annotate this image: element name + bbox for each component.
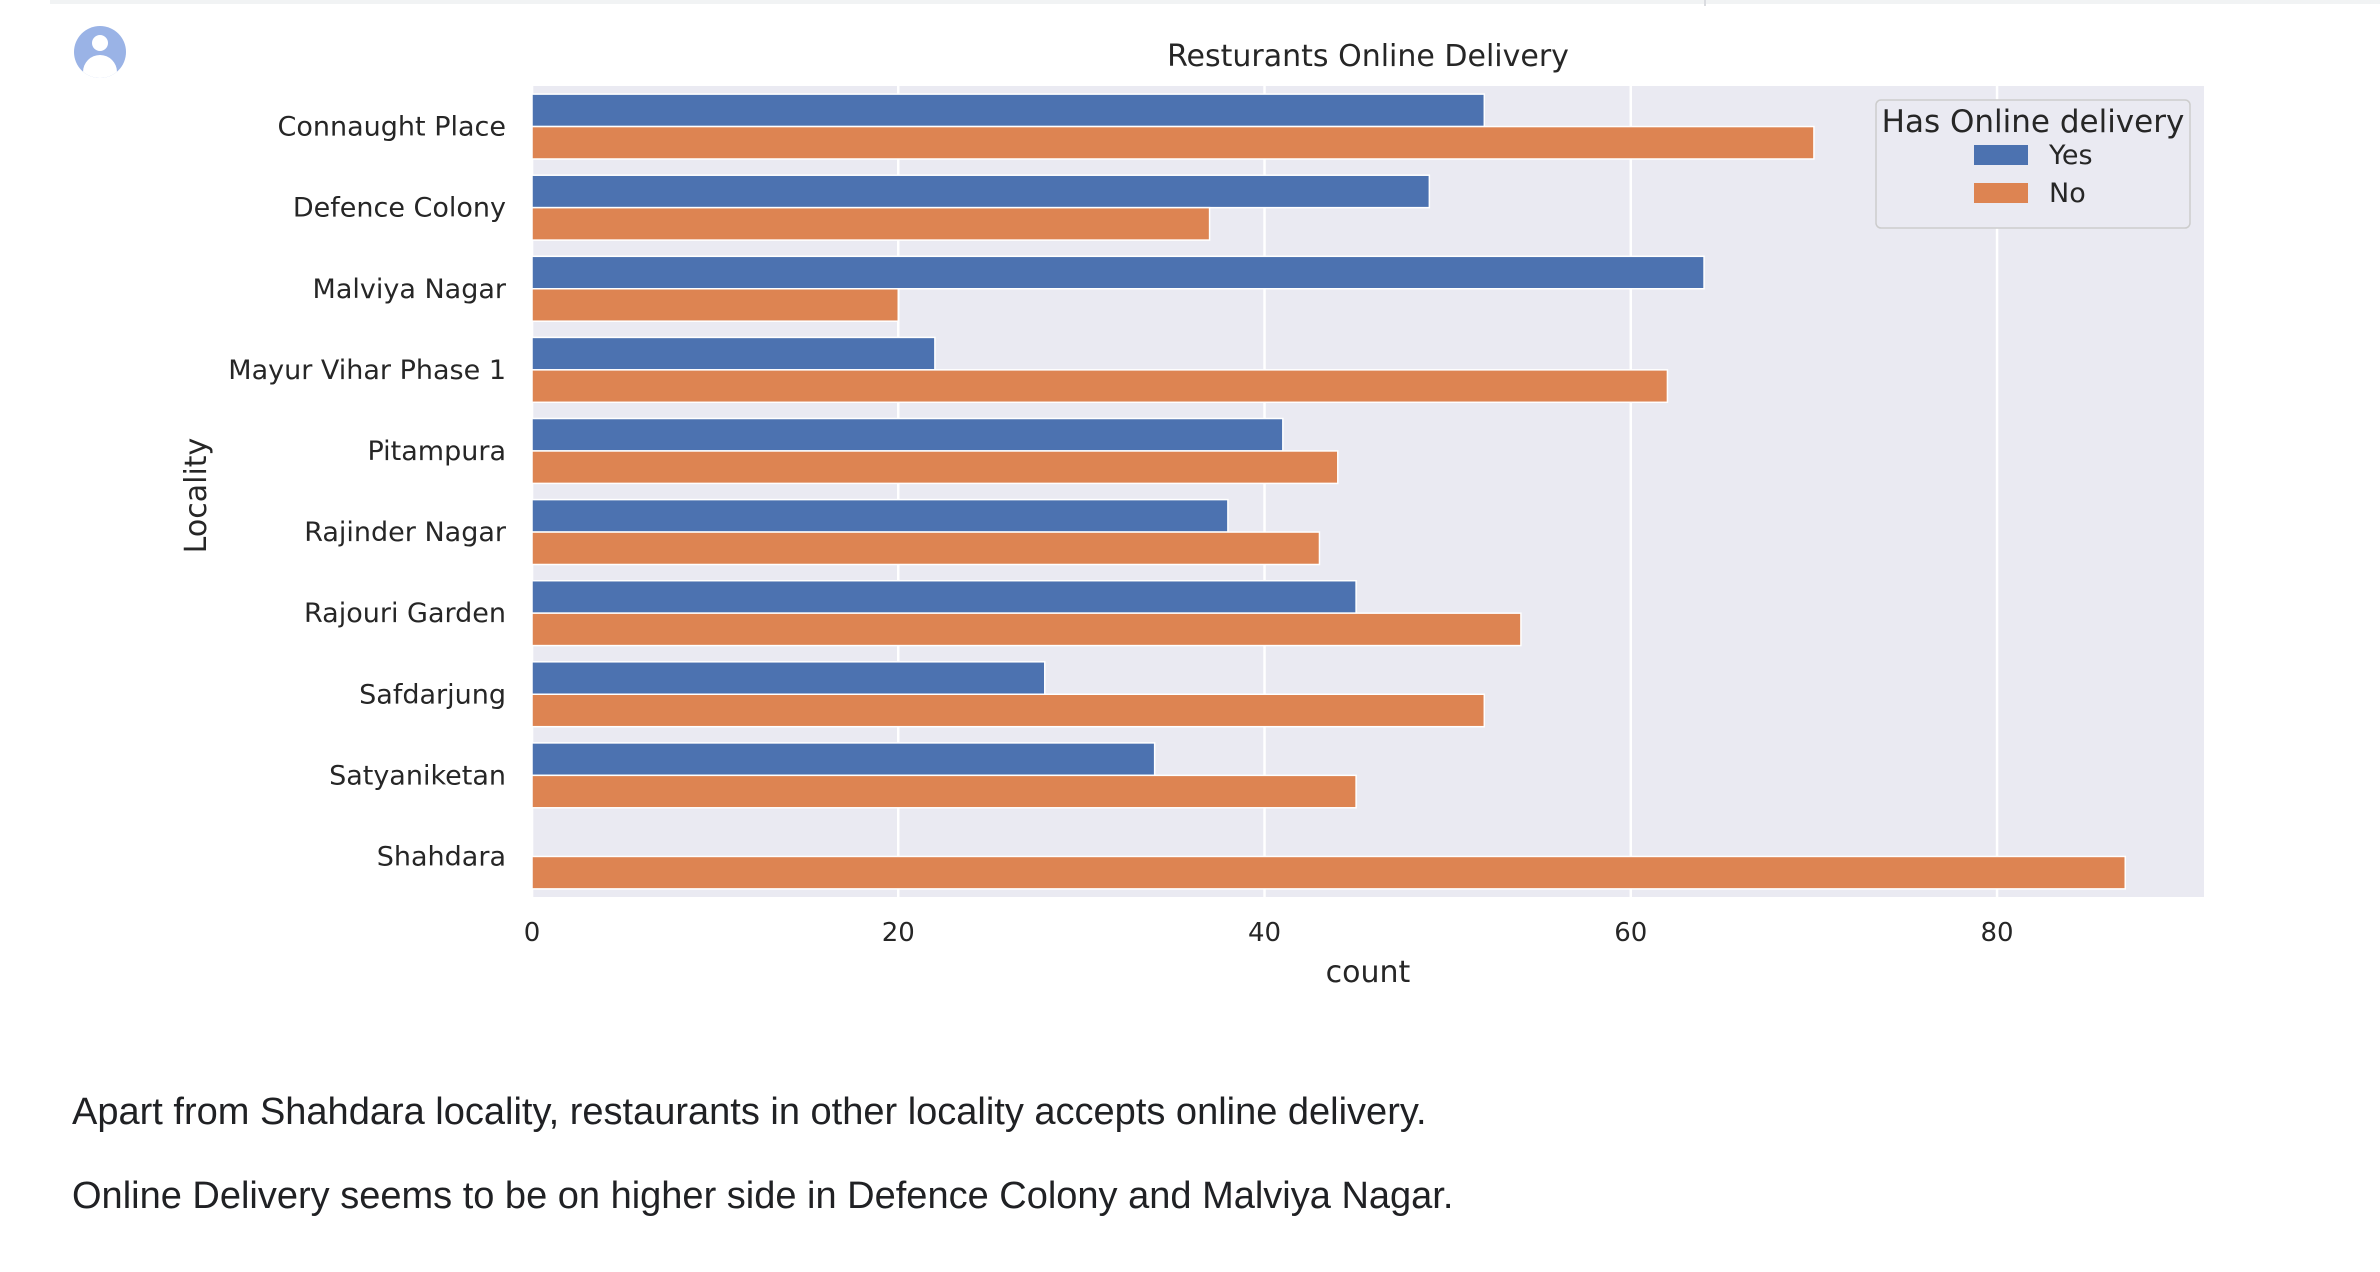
bar xyxy=(531,855,2127,890)
bar xyxy=(531,417,1284,452)
legend-items: Yes No xyxy=(1974,140,2093,209)
y-tick-label: Pitampura xyxy=(367,436,506,467)
legend: Has Online delivery Yes No xyxy=(1875,99,2191,229)
bar xyxy=(531,774,1357,809)
bar xyxy=(531,93,1486,128)
bar xyxy=(531,336,936,371)
y-tick-label: Malviya Nagar xyxy=(313,274,507,305)
y-tick-label: Satyaniketan xyxy=(329,760,506,791)
y-tick-label: Safdarjung xyxy=(359,679,506,710)
legend-title: Has Online delivery xyxy=(1882,104,2185,140)
bar xyxy=(531,579,1357,614)
bar xyxy=(531,498,1229,533)
x-axis-label: count xyxy=(1326,955,1411,990)
x-tick-label: 40 xyxy=(1248,918,1281,948)
x-tick-label: 0 xyxy=(524,918,541,948)
y-tick-label: Rajinder Nagar xyxy=(304,517,507,548)
x-tick-label: 80 xyxy=(1981,918,2014,948)
account-circle-icon[interactable] xyxy=(74,26,126,78)
y-tick-label: Defence Colony xyxy=(293,193,506,224)
avatar-body-shape xyxy=(83,55,117,78)
bar xyxy=(531,661,1046,695)
note-paragraph-1: Apart from Shahdara locality, restaurant… xyxy=(72,1091,1427,1133)
y-tick-label: Connaught Place xyxy=(278,112,506,143)
bar xyxy=(531,531,1321,566)
bar xyxy=(531,174,1431,209)
legend-swatch xyxy=(1974,183,2028,203)
y-tick-label: Rajouri Garden xyxy=(304,598,506,629)
legend-swatch xyxy=(1974,145,2028,165)
x-tick-label: 20 xyxy=(882,918,915,948)
bar xyxy=(531,206,1211,241)
delivery-bar-chart: Connaught Place Defence Colony Malviya Nag… xyxy=(179,39,2204,990)
chart-title: Resturants Online Delivery xyxy=(1167,39,1569,74)
y-tick-labels: Connaught Place Defence Colony Malviya Nag… xyxy=(228,112,507,873)
x-tick-label: 60 xyxy=(1614,918,1647,948)
bar xyxy=(531,125,1815,160)
bar xyxy=(531,693,1486,728)
legend-box xyxy=(1875,99,2191,229)
y-tick-label: Mayur Vihar Phase 1 xyxy=(228,355,506,386)
bar xyxy=(531,742,1156,777)
y-axis-label: Locality xyxy=(179,438,214,554)
bar xyxy=(531,255,1705,290)
bar xyxy=(531,612,1522,647)
y-tick-label: Shahdara xyxy=(377,841,506,872)
bars xyxy=(531,93,2127,890)
note-paragraph-2: Online Delivery seems to be on higher si… xyxy=(72,1175,1454,1217)
legend-label: No xyxy=(2049,178,2086,209)
bar xyxy=(531,369,1669,404)
x-tick-labels: 0 20 40 60 80 xyxy=(524,918,2014,948)
legend-label: Yes xyxy=(2048,140,2093,171)
cell-top-border xyxy=(50,0,2380,4)
bar xyxy=(531,288,900,322)
cell-top-divider xyxy=(1704,0,1706,6)
avatar-head-shape xyxy=(92,35,108,51)
bar xyxy=(531,450,1339,485)
